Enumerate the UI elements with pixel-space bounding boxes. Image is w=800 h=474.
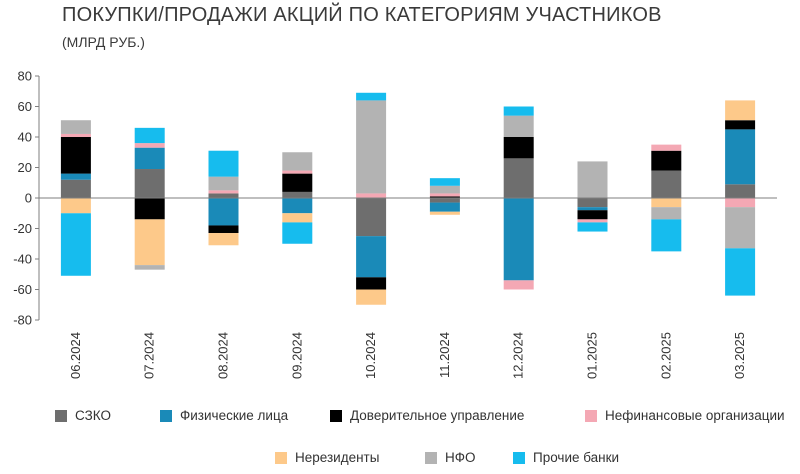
bar-segment-1-01.2025 [577, 198, 608, 208]
bar-segment-7-10.2024 [356, 92, 387, 101]
bar-segment-5-02.2025 [651, 198, 682, 208]
bar-segment-7-09.2024 [282, 222, 313, 244]
bar-segment-1-02.2025 [651, 170, 682, 198]
bar-segment-2-10.2024 [356, 236, 387, 278]
bar-segment-5-08.2024 [208, 233, 239, 246]
bar-segment-5-10.2024 [356, 289, 387, 305]
bar-segment-6-12.2024 [503, 115, 534, 137]
x-tick-label: 03.2025 [732, 332, 747, 379]
bar-segment-4-03.2025 [725, 198, 756, 208]
y-tick-label: -20 [13, 221, 32, 236]
bar-segment-1-07.2024 [134, 169, 165, 198]
x-tick-label: 12.2024 [511, 332, 526, 379]
x-tick-label: 02.2025 [658, 332, 673, 379]
bar-segment-4-11.2024 [429, 193, 460, 197]
bar-segment-2-06.2024 [60, 173, 91, 180]
bar-segment-7-11.2024 [429, 178, 460, 186]
x-tick-label: 07.2024 [142, 332, 157, 379]
bar-segment-4-09.2024 [282, 170, 313, 174]
bar-segment-2-01.2025 [577, 207, 608, 211]
bar-segment-3-11.2024 [429, 196, 460, 198]
chart-title: ПОКУПКИ/ПРОДАЖИ АКЦИЙ ПО КАТЕГОРИЯМ УЧАС… [62, 4, 662, 26]
bar-segment-1-08.2024 [208, 193, 239, 198]
bar-segment-3-10.2024 [356, 277, 387, 290]
bar-segment-4-01.2025 [577, 219, 608, 223]
bar-segment-7-01.2025 [577, 222, 608, 232]
bar-segment-6-11.2024 [429, 185, 460, 194]
bar-segment-3-09.2024 [282, 173, 313, 192]
x-tick-label: 11.2024 [437, 332, 452, 378]
y-tick-label: -40 [13, 252, 32, 267]
bar-segment-1-12.2024 [503, 158, 534, 198]
bar-segment-4-07.2024 [134, 143, 165, 148]
chart-subtitle: (МЛРД РУБ.) [62, 34, 145, 50]
x-tick-label: 01.2025 [585, 332, 600, 379]
bar-segment-5-11.2024 [429, 211, 460, 215]
bar-segment-4-12.2024 [503, 280, 534, 290]
bar-segment-5-07.2024 [134, 219, 165, 266]
bar-segment-1-11.2024 [429, 198, 460, 203]
x-tick-label: 09.2024 [289, 332, 304, 379]
bar-segment-1-03.2025 [725, 184, 756, 198]
bar-segment-1-06.2024 [60, 179, 91, 198]
bar-segment-7-02.2025 [651, 219, 682, 252]
bar-segment-5-09.2024 [282, 213, 313, 223]
bar-segment-4-02.2025 [651, 144, 682, 151]
bar-segment-6-08.2024 [208, 176, 239, 191]
bar-segment-6-03.2025 [725, 207, 756, 249]
y-tick-label: 60 [18, 99, 32, 114]
bar-segment-2-11.2024 [429, 202, 460, 212]
bar-segment-2-07.2024 [134, 147, 165, 170]
bar-segment-3-12.2024 [503, 137, 534, 159]
bar-segment-2-03.2025 [725, 129, 756, 185]
bar-segment-2-08.2024 [208, 198, 239, 226]
y-tick-label: 80 [18, 69, 32, 84]
bar-segment-2-09.2024 [282, 198, 313, 214]
bar-segment-1-10.2024 [356, 198, 387, 237]
x-tick-label: 08.2024 [216, 332, 231, 379]
bar-segment-5-06.2024 [60, 198, 91, 214]
y-tick-label: -60 [13, 282, 32, 297]
bar-segment-3-07.2024 [134, 198, 165, 220]
y-tick-label: 0 [25, 191, 32, 206]
bar-segment-3-08.2024 [208, 225, 239, 234]
bar-segment-7-08.2024 [208, 150, 239, 177]
bar-segment-7-07.2024 [134, 127, 165, 144]
x-tick-label: 10.2024 [363, 332, 378, 379]
y-tick-label: -80 [13, 313, 32, 328]
bar-segment-7-03.2025 [725, 248, 756, 296]
bar-segment-1-09.2024 [282, 191, 313, 198]
x-tick-label: 06.2024 [68, 332, 83, 379]
y-tick-label: 40 [18, 130, 32, 145]
bar-segment-6-09.2024 [282, 152, 313, 171]
bar-segment-3-03.2025 [725, 120, 756, 130]
bar-segment-7-12.2024 [503, 106, 534, 116]
bar-segment-2-12.2024 [503, 198, 534, 281]
bar-segment-4-08.2024 [208, 190, 239, 194]
bar-segment-6-02.2025 [651, 207, 682, 220]
bar-segment-6-10.2024 [356, 100, 387, 194]
bar-segment-5-03.2025 [725, 100, 756, 121]
bar-segment-3-06.2024 [60, 137, 91, 174]
bar-segment-4-06.2024 [60, 133, 91, 137]
bar-segment-6-06.2024 [60, 120, 91, 134]
bar-segment-6-07.2024 [134, 265, 165, 270]
bar-segment-3-01.2025 [577, 210, 608, 220]
bar-segment-6-01.2025 [577, 161, 608, 198]
bar-segment-4-10.2024 [356, 193, 387, 198]
y-tick-label: 20 [18, 160, 32, 175]
bar-segment-3-02.2025 [651, 150, 682, 171]
bar-segment-7-06.2024 [60, 213, 91, 276]
